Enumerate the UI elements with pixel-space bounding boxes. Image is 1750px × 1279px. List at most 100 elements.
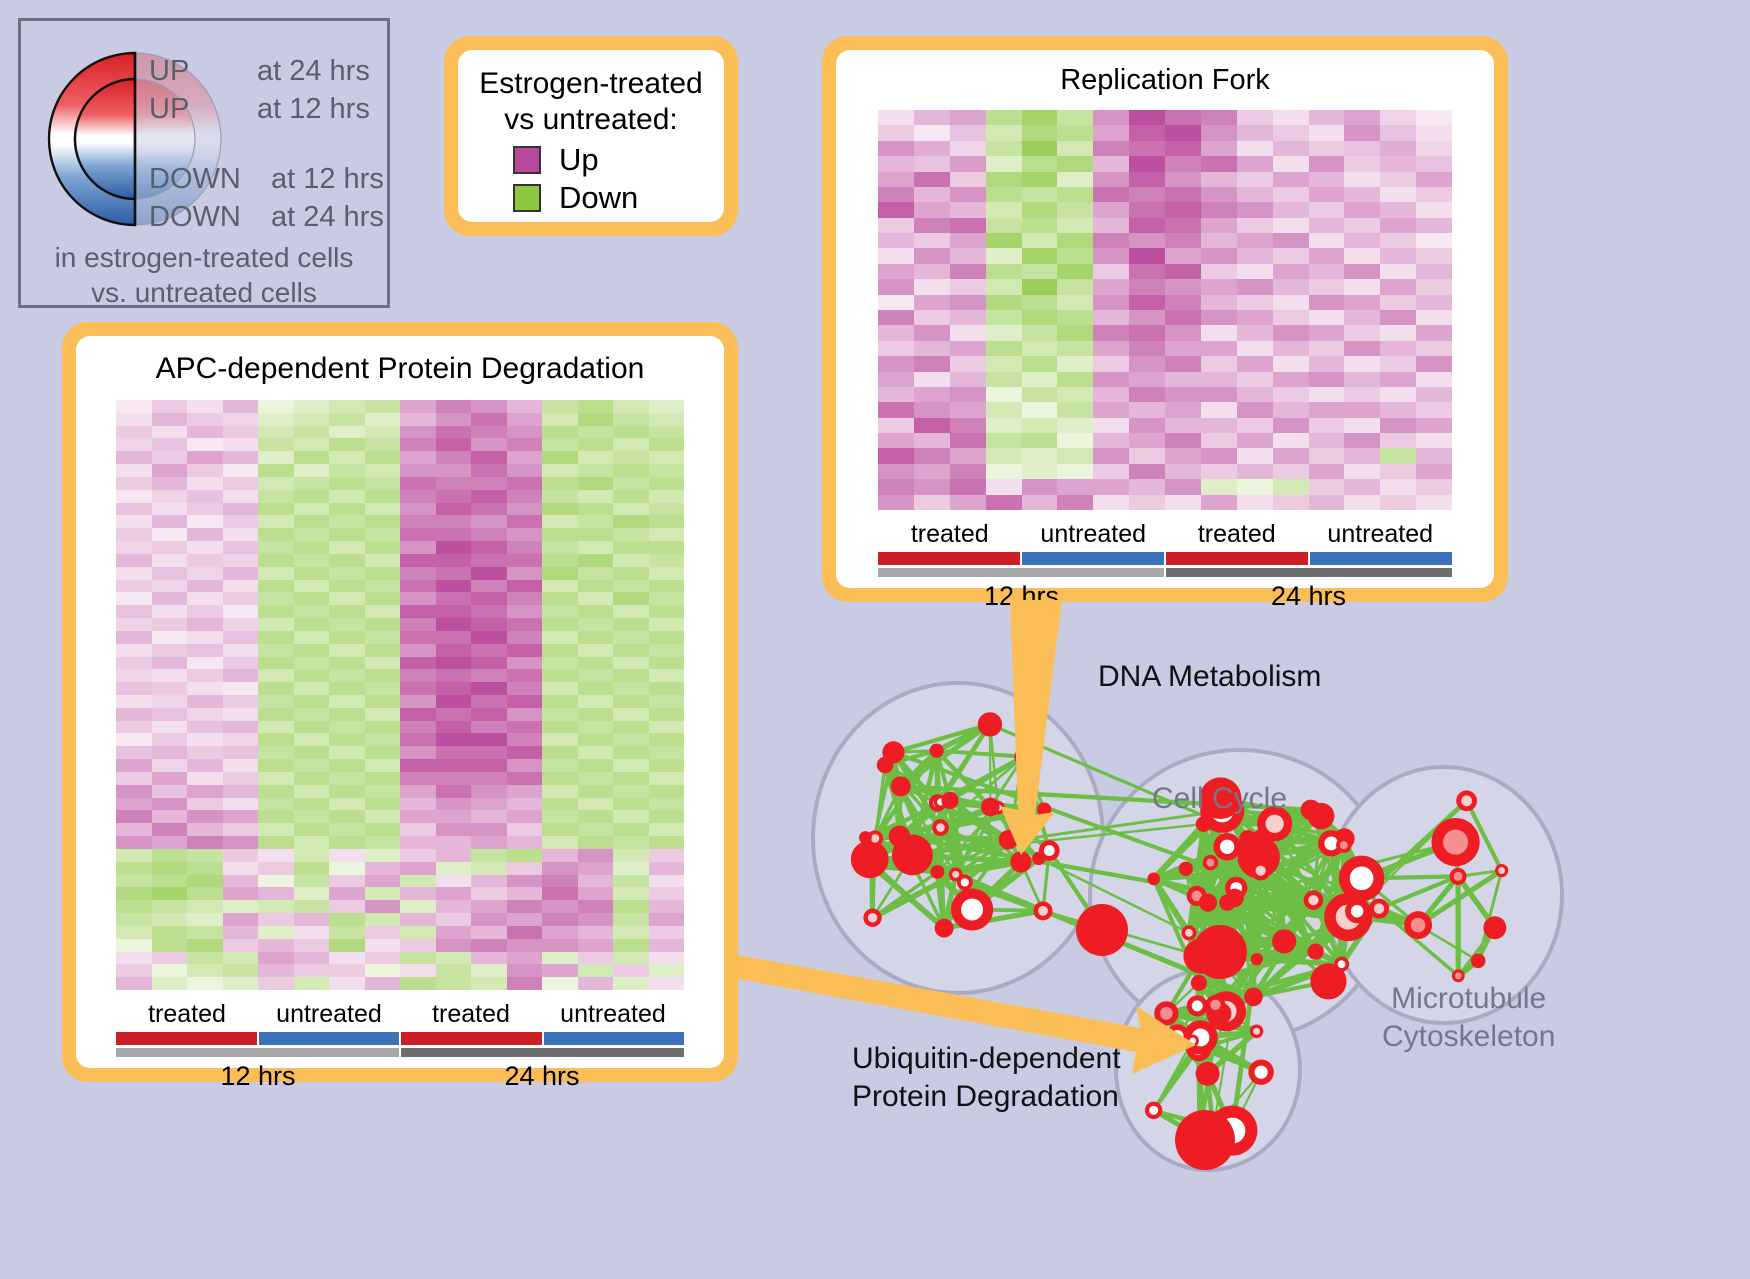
heatmap-cell	[985, 248, 1022, 264]
heatmap-cell	[913, 140, 950, 157]
heatmap-cell	[400, 733, 436, 747]
heatmap-cell	[878, 494, 914, 510]
network-node	[865, 859, 879, 872]
heatmap-cell	[151, 900, 187, 914]
cluster-label-dna-metabolism: DNA Metabolism	[1098, 660, 1322, 693]
heatmap-cell	[1380, 340, 1417, 357]
heatmap-cell	[471, 720, 507, 734]
heatmap-cell	[1272, 309, 1309, 326]
heatmap-cell	[293, 656, 329, 670]
network-node	[1147, 872, 1161, 886]
heatmap-cell	[471, 746, 507, 760]
heatmap-cell	[293, 900, 329, 914]
heatmap-cell	[1021, 171, 1058, 187]
heatmap-cell	[1416, 248, 1452, 264]
replication-fork-heatmap	[878, 110, 1452, 510]
heatmap-cell	[116, 938, 152, 952]
heatmap-cell	[985, 217, 1022, 234]
heatmap-cell	[222, 541, 258, 554]
heatmap-cell	[435, 682, 471, 695]
heatmap-cell	[1021, 386, 1058, 403]
apc-degradation-inner: APC-dependent Protein Degradation treate…	[76, 336, 724, 1091]
heatmap-cell	[1416, 479, 1452, 495]
heatmap-cell	[435, 887, 471, 901]
heatmap-cell	[364, 579, 400, 593]
heatmap-cell	[116, 605, 152, 619]
heatmap-cell	[293, 618, 329, 631]
heatmap-cell	[613, 810, 649, 824]
heatmap-cell	[878, 417, 914, 434]
heatmap-cell	[116, 553, 152, 567]
heatmap-cell	[471, 861, 507, 875]
heatmap-cell	[471, 605, 507, 619]
heatmap-cell	[985, 494, 1022, 510]
legend-swatch-up	[513, 146, 541, 174]
heatmap-cell	[435, 951, 471, 965]
heatmap-cell	[613, 836, 649, 849]
heatmap-cell	[506, 861, 542, 875]
heatmap-cell	[1021, 156, 1058, 172]
heatmap-cell	[1021, 233, 1058, 249]
heatmap-cell	[613, 887, 649, 901]
apc-time-labels: 12 hrs 24 hrs	[116, 1061, 684, 1092]
heatmap-cell	[151, 848, 187, 862]
heatmap-cell	[1021, 279, 1058, 295]
heatmap-cell	[187, 592, 223, 606]
heatmap-cell	[1200, 202, 1237, 218]
heatmap-cell	[913, 125, 950, 141]
heatmap-cell	[258, 874, 294, 888]
heatmap-cell	[878, 217, 914, 234]
heatmap-cell	[1380, 125, 1417, 141]
heatmap-cell	[648, 733, 684, 747]
heatmap-cell	[400, 695, 436, 708]
heatmap-cell	[878, 140, 914, 157]
heatmap-cell	[1200, 402, 1237, 418]
network-edge	[1225, 900, 1421, 928]
heatmap-cell	[1021, 263, 1058, 280]
heatmap-cell	[258, 836, 294, 849]
network-edge	[947, 797, 968, 886]
heatmap-cell	[913, 340, 950, 357]
heatmap-cell	[613, 938, 649, 952]
heatmap-cell	[116, 848, 152, 862]
heatmap-cell	[1021, 140, 1058, 157]
heatmap-cell	[613, 720, 649, 734]
heatmap-cell	[1200, 448, 1237, 464]
heatmap-cell	[613, 502, 649, 516]
heatmap-cell	[577, 464, 613, 477]
heatmap-cell	[1057, 340, 1094, 357]
heatmap-cell	[648, 784, 684, 798]
heatmap-cell	[913, 463, 950, 480]
heatmap-cell	[222, 528, 258, 542]
heatmap-cell	[506, 977, 542, 990]
heatmap-cell	[1129, 479, 1165, 495]
heatmap-cell	[1236, 156, 1273, 172]
heatmap-cell	[913, 279, 950, 295]
heatmap-cell	[1021, 356, 1058, 372]
heatmap-cell	[400, 797, 436, 811]
heatmap-cell	[542, 618, 578, 631]
heatmap-cell	[542, 515, 578, 529]
heatmap-cell	[648, 848, 684, 862]
heatmap-cell	[471, 964, 507, 978]
key-time-down-24: at 24 hrs	[271, 201, 384, 233]
heatmap-cell	[364, 669, 400, 683]
heatmap-cell	[878, 171, 914, 187]
heatmap-cell	[949, 371, 986, 387]
heatmap-cell	[506, 476, 542, 490]
heatmap-cell	[364, 695, 400, 708]
heatmap-cell	[1093, 233, 1130, 249]
heatmap-cell	[506, 643, 542, 657]
heatmap-cell	[1380, 417, 1417, 434]
heatmap-cell	[577, 900, 613, 914]
heatmap-cell	[329, 746, 365, 760]
heatmap-cell	[151, 592, 187, 606]
heatmap-cell	[1272, 156, 1309, 172]
time-color-bar	[401, 1048, 684, 1057]
heatmap-cell	[222, 900, 258, 914]
heatmap-cell	[1272, 371, 1309, 387]
heatmap-cell	[471, 759, 507, 772]
heatmap-cell	[648, 836, 684, 849]
heatmap-cell	[648, 464, 684, 477]
heatmap-cell	[364, 951, 400, 965]
